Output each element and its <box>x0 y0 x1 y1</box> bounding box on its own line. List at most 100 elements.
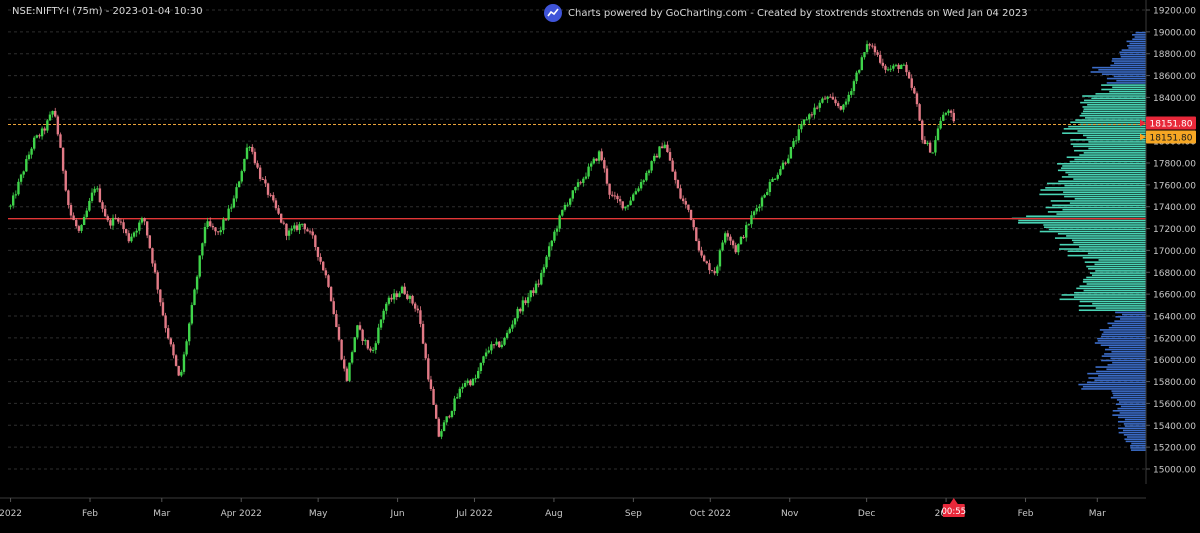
candle-body[interactable] <box>243 158 246 172</box>
candle-body[interactable] <box>605 168 609 184</box>
candle-body[interactable] <box>634 191 638 195</box>
candle-body[interactable] <box>490 344 493 351</box>
candle-body[interactable] <box>172 344 175 356</box>
candle-body[interactable] <box>403 286 406 295</box>
candle-body[interactable] <box>747 224 751 226</box>
candle-body[interactable] <box>38 135 41 137</box>
candle-body[interactable] <box>792 141 795 147</box>
candle-body[interactable] <box>203 227 207 244</box>
candle-body[interactable] <box>316 247 320 257</box>
candle-body[interactable] <box>692 219 695 228</box>
candle-body[interactable] <box>936 128 940 141</box>
candle-body[interactable] <box>805 119 808 121</box>
candle-body[interactable] <box>227 208 230 220</box>
candle-body[interactable] <box>729 236 732 241</box>
candle-body[interactable] <box>151 248 154 264</box>
candle-body[interactable] <box>781 162 785 170</box>
candle-body[interactable] <box>742 236 745 238</box>
candle-body[interactable] <box>211 225 215 228</box>
candle-body[interactable] <box>500 344 504 348</box>
candle-body[interactable] <box>54 110 57 117</box>
candle-body[interactable] <box>138 222 141 231</box>
candle-body[interactable] <box>800 124 803 130</box>
candle-body[interactable] <box>842 104 845 110</box>
candle-body[interactable] <box>33 137 36 149</box>
candle-body[interactable] <box>340 339 343 360</box>
candle-body[interactable] <box>889 68 892 70</box>
candle-body[interactable] <box>322 261 325 271</box>
candle-body[interactable] <box>689 209 693 220</box>
candle-body[interactable] <box>40 128 44 137</box>
candle-body[interactable] <box>681 198 685 202</box>
candle-body[interactable] <box>928 142 932 153</box>
candle-body[interactable] <box>626 205 630 207</box>
candle-body[interactable] <box>913 87 916 94</box>
candle-body[interactable] <box>944 112 948 115</box>
candle-body[interactable] <box>789 146 793 159</box>
candle-body[interactable] <box>639 182 643 189</box>
candle-body[interactable] <box>335 314 338 328</box>
candle-body[interactable] <box>277 208 280 214</box>
candle-body[interactable] <box>319 256 322 262</box>
candle-body[interactable] <box>660 146 664 149</box>
candle-body[interactable] <box>939 120 942 129</box>
candle-body[interactable] <box>337 327 341 340</box>
candle-body[interactable] <box>797 129 800 141</box>
candle-body[interactable] <box>566 204 569 206</box>
candle-body[interactable] <box>723 233 727 243</box>
candle-body[interactable] <box>448 416 451 418</box>
candle-body[interactable] <box>910 78 913 88</box>
candle-body[interactable] <box>829 96 832 98</box>
candle-body[interactable] <box>206 221 209 228</box>
candle-body[interactable] <box>256 163 259 168</box>
candle-body[interactable] <box>784 162 787 164</box>
candle-body[interactable] <box>442 422 446 432</box>
candle-body[interactable] <box>855 72 858 82</box>
candle-body[interactable] <box>658 146 661 158</box>
candle-body[interactable] <box>463 382 467 387</box>
candle-body[interactable] <box>25 159 28 172</box>
candle-body[interactable] <box>831 96 835 100</box>
candle-body[interactable] <box>429 379 433 390</box>
candle-body[interactable] <box>345 368 349 381</box>
candle-body[interactable] <box>266 183 270 195</box>
candle-body[interactable] <box>907 72 911 79</box>
candle-body[interactable] <box>282 222 286 224</box>
candle-body[interactable] <box>540 272 543 285</box>
candle-body[interactable] <box>132 232 136 237</box>
candle-body[interactable] <box>655 155 659 158</box>
candle-body[interactable] <box>726 233 730 237</box>
candle-body[interactable] <box>787 158 790 164</box>
candle-body[interactable] <box>111 217 115 226</box>
candle-body[interactable] <box>645 172 648 181</box>
candle-body[interactable] <box>222 219 225 231</box>
candle-body[interactable] <box>30 148 33 155</box>
candle-body[interactable] <box>411 295 414 304</box>
candle-body[interactable] <box>503 337 506 345</box>
candle-body[interactable] <box>440 431 443 437</box>
candle-body[interactable] <box>235 187 238 199</box>
candle-body[interactable] <box>117 218 120 222</box>
candle-body[interactable] <box>400 286 404 294</box>
candle-body[interactable] <box>505 332 509 338</box>
candle-body[interactable] <box>364 340 367 342</box>
candle-body[interactable] <box>808 114 811 120</box>
candle-body[interactable] <box>595 158 598 161</box>
candle-body[interactable] <box>398 293 401 297</box>
candle-body[interactable] <box>834 99 837 104</box>
candle-body[interactable] <box>737 244 740 253</box>
candle-body[interactable] <box>135 230 138 233</box>
candle-body[interactable] <box>542 267 546 273</box>
candle-body[interactable] <box>779 169 782 175</box>
candle-body[interactable] <box>697 241 701 251</box>
candle-body[interactable] <box>114 217 117 219</box>
candle-body[interactable] <box>666 144 669 153</box>
candle-body[interactable] <box>298 224 301 231</box>
candle-body[interactable] <box>579 182 582 184</box>
candle-body[interactable] <box>188 323 191 342</box>
candle-body[interactable] <box>130 236 133 242</box>
candle-body[interactable] <box>416 308 419 311</box>
candle-body[interactable] <box>93 188 96 193</box>
candle-body[interactable] <box>458 388 462 398</box>
candle-body[interactable] <box>679 188 682 199</box>
